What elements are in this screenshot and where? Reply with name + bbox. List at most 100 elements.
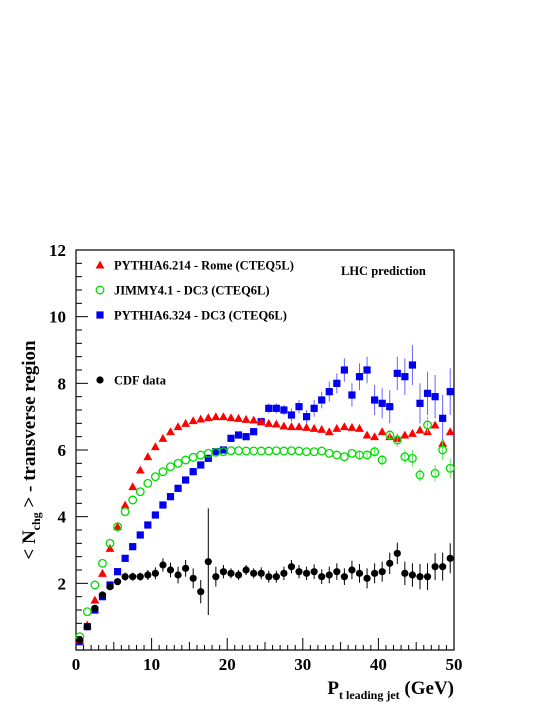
data-point-filled-circle	[416, 573, 424, 581]
data-point-legend-square	[96, 311, 104, 319]
data-point-square	[197, 461, 205, 469]
data-point-filled-circle	[91, 604, 99, 612]
x-tick-label: 0	[72, 655, 81, 674]
data-point-open-circle	[241, 446, 251, 456]
x-axis-title-unit: (GeV)	[400, 678, 454, 699]
data-point-triangle	[400, 430, 410, 439]
data-point-filled-circle	[371, 569, 379, 577]
data-point-filled-circle	[197, 588, 205, 596]
data-point-filled-circle	[242, 566, 250, 574]
data-point-filled-circle	[287, 563, 296, 571]
data-point-square	[348, 391, 356, 399]
data-point-open-circle	[370, 447, 380, 457]
x-tick-label: 10	[143, 655, 160, 674]
data-point-triangle	[128, 482, 138, 491]
y-tick-label: 6	[58, 441, 67, 460]
data-point-open-circle	[279, 446, 289, 456]
legend: PYTHIA6.214 - Rome (CTEQ5L) JIMMY4.1 - DC…	[95, 259, 294, 388]
data-point-triangle	[226, 413, 236, 422]
data-point-open-circle	[423, 420, 432, 430]
axis-tick-labels: 0 10 20 30 40 50 2 4 6 8 10 12	[49, 241, 463, 674]
data-point-open-circle	[82, 607, 92, 617]
legend-label: PYTHIA6.214 - Rome (CTEQ5L)	[114, 259, 294, 273]
data-point-filled-circle	[121, 573, 129, 581]
data-point-open-circle	[90, 580, 100, 590]
data-point-filled-circle	[234, 571, 243, 579]
data-point-triangle	[324, 427, 334, 436]
data-point-open-circle	[158, 467, 168, 477]
data-point-triangle	[339, 422, 349, 431]
annotation-lhc-prediction: LHC prediction	[341, 264, 426, 278]
y-axis-title-sub: chg	[29, 512, 43, 530]
data-point-open-circle	[264, 446, 274, 456]
data-point-filled-circle	[265, 573, 273, 581]
legend-label: CDF data	[114, 374, 167, 388]
data-point-triangle	[271, 419, 281, 428]
data-point-square	[151, 511, 159, 519]
data-point-square	[280, 406, 288, 414]
y-tick-label: 2	[58, 574, 67, 593]
data-point-filled-circle	[333, 568, 341, 576]
data-point-square	[393, 369, 401, 377]
data-point-filled-circle	[280, 569, 288, 577]
data-point-square	[250, 428, 258, 436]
data-point-filled-circle	[250, 569, 258, 577]
data-point-filled-circle	[310, 568, 318, 576]
data-series	[75, 345, 455, 646]
data-point-triangle	[279, 421, 289, 430]
data-point-open-circle	[377, 455, 387, 465]
x-axis-title-sub: t leading jet	[339, 688, 400, 702]
data-point-square	[227, 434, 235, 442]
data-point-triangle	[203, 413, 213, 422]
data-point-triangle	[347, 422, 357, 431]
data-point-triangle	[249, 415, 259, 424]
y-axis-title: < Nchg > - transverse region	[19, 340, 43, 560]
data-point-open-circle	[347, 448, 357, 458]
data-point-open-circle	[128, 495, 138, 505]
data-point-square	[416, 399, 424, 407]
data-point-square	[166, 493, 175, 501]
data-point-triangle	[256, 417, 266, 426]
data-point-square	[333, 379, 341, 387]
data-point-filled-circle	[212, 573, 220, 581]
data-point-square	[174, 484, 182, 492]
data-point-open-circle	[249, 446, 259, 456]
data-point-open-circle	[188, 452, 198, 462]
data-point-triangle	[241, 414, 251, 423]
data-point-square	[423, 389, 432, 397]
data-point-open-circle	[226, 446, 236, 456]
data-point-filled-circle	[182, 564, 190, 572]
data-point-filled-circle	[219, 568, 228, 576]
data-point-square	[295, 403, 303, 411]
data-point-triangle	[332, 423, 342, 432]
data-point-triangle	[309, 423, 319, 432]
data-point-filled-circle	[136, 573, 144, 581]
data-point-filled-circle	[393, 549, 401, 557]
data-point-square	[121, 554, 129, 562]
data-point-triangle	[98, 568, 107, 577]
data-point-open-circle	[234, 446, 243, 456]
data-point-filled-circle	[340, 573, 348, 581]
data-point-square	[371, 396, 379, 404]
x-axis-title-main: P	[327, 678, 339, 699]
data-point-triangle	[150, 442, 160, 451]
data-point-triangle	[211, 412, 221, 421]
data-point-triangle	[135, 465, 145, 474]
legend-label: JIMMY4.1 - DC3 (CTEQ6L)	[114, 284, 270, 298]
data-point-filled-circle	[98, 591, 107, 599]
x-axis-title: Pt leading jet (GeV)	[327, 678, 454, 702]
data-point-filled-circle	[113, 578, 122, 586]
data-point-filled-circle	[431, 563, 439, 571]
data-point-square	[340, 366, 348, 374]
data-point-square	[355, 373, 364, 381]
y-tick-label: 10	[49, 308, 66, 327]
data-point-open-circle	[143, 478, 153, 488]
data-point-open-circle	[181, 455, 191, 465]
data-point-square	[204, 454, 212, 462]
data-point-triangle	[188, 416, 198, 425]
data-point-filled-circle	[166, 566, 175, 574]
data-point-open-circle	[271, 446, 281, 456]
data-point-open-circle	[392, 435, 402, 445]
x-tick-label: 40	[370, 655, 387, 674]
data-point-square	[446, 388, 454, 396]
